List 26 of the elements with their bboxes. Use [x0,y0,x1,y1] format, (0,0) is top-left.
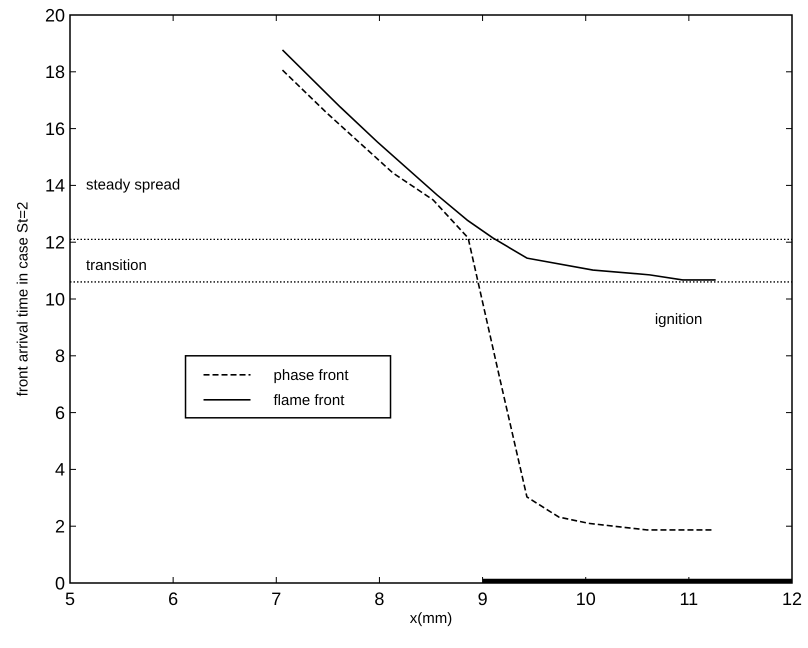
y-tick-label: 6 [54,402,65,423]
y-tick-label: 4 [54,460,65,480]
x-tick-label: 8 [374,589,384,609]
y-tick-label: 2 [54,516,65,536]
annotation: ignition [654,310,702,328]
x-tick-label: 11 [680,589,698,609]
y-tick-label: 18 [44,62,65,82]
annotation: transition [86,256,147,274]
y-axis-title: front arrival time in case St=2 [14,202,32,396]
x-tick-label: 7 [271,589,282,609]
y-tick-label: 8 [54,346,65,366]
annotation: steady spread [86,176,180,194]
x-axis-title: x(mm) [410,610,452,627]
x-tick-label: 5 [64,589,76,609]
x-tick-label: 10 [576,589,596,609]
y-tick-label: 0 [54,573,65,594]
x-tick-label: 6 [168,589,178,609]
legend-label: phase front [274,367,350,384]
x-tick-label: 12 [782,589,802,609]
legend-label: flame front [274,392,346,410]
y-tick-label: 16 [44,118,65,139]
y-tick-label: 12 [44,232,65,252]
y-tick-label: 10 [44,289,65,310]
y-tick-label: 20 [44,5,65,26]
y-tick-label: 14 [44,176,65,196]
x-tick-label: 9 [478,589,488,609]
